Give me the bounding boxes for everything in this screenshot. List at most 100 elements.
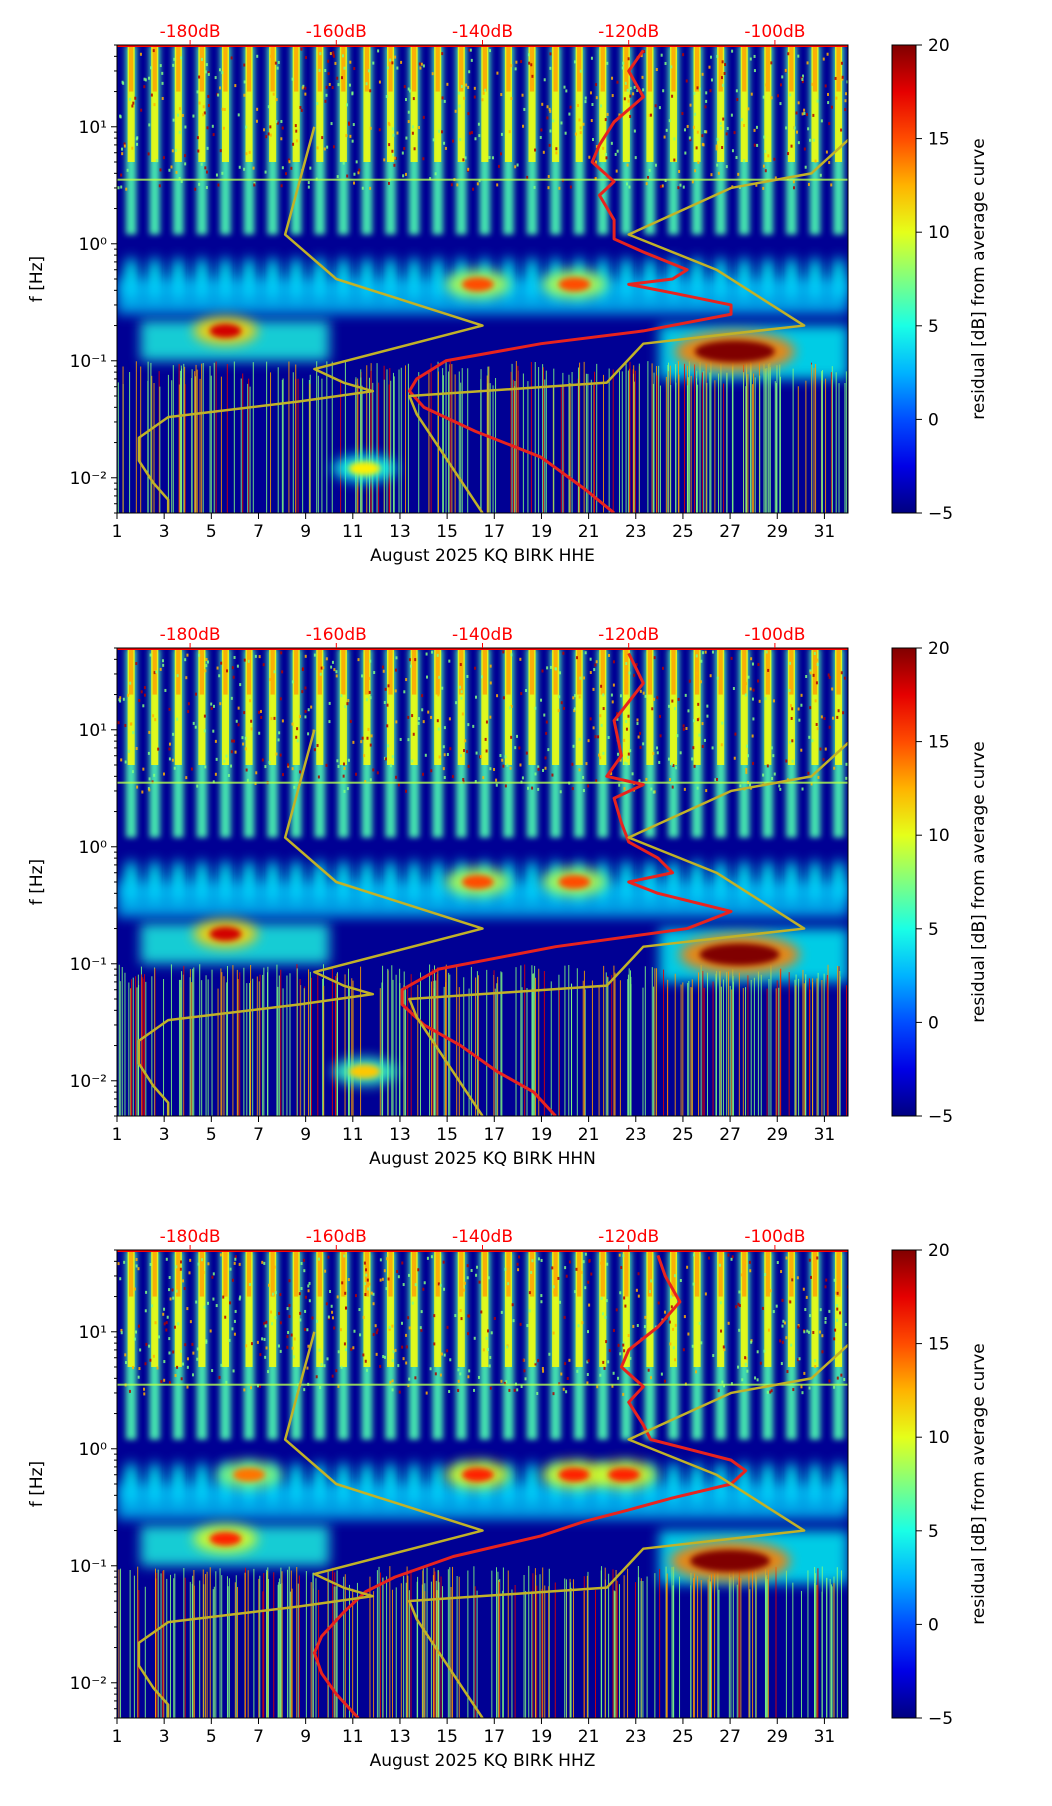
- top-db-label: -140dB: [452, 22, 513, 42]
- model-curve-2: [408, 1343, 848, 1718]
- x-tick-label: 5: [206, 1727, 217, 1747]
- x-tick-label: 27: [719, 522, 741, 542]
- colorbar-tick-label: 15: [928, 1335, 950, 1355]
- x-tick-label: 1: [112, 1125, 123, 1145]
- y-tick-label: 10⁰: [79, 838, 108, 858]
- x-tick-label: 7: [253, 1727, 264, 1747]
- y-axis-label: f [Hz]: [27, 859, 47, 905]
- top-db-label: -180dB: [160, 22, 221, 42]
- x-tick-label: 17: [483, 1125, 505, 1145]
- x-tick-label: 21: [578, 1727, 600, 1747]
- y-tick-label: 10⁻²: [70, 469, 107, 489]
- x-tick-label: 27: [719, 1727, 741, 1747]
- colorbar-label: residual [dB] from average curve: [969, 741, 989, 1022]
- y-axis-label: f [Hz]: [27, 256, 47, 302]
- model-curve-1: [137, 729, 484, 1116]
- colorbar-tick-label: 5: [928, 317, 939, 337]
- y-tick-label: 10⁻¹: [70, 955, 107, 975]
- top-db-label: -100dB: [744, 625, 805, 645]
- x-tick-label: 9: [300, 1727, 311, 1747]
- x-tick-label: 25: [672, 1125, 694, 1145]
- red-psd-curve: [400, 652, 733, 1116]
- colorbar-tick-label: 10: [928, 826, 950, 846]
- colorbar-tick-label: 0: [928, 410, 939, 430]
- y-tick-label: 10⁻¹: [70, 352, 107, 372]
- x-tick-label: 19: [531, 1727, 553, 1747]
- y-tick-label: 10⁰: [79, 235, 108, 255]
- top-db-label: -100dB: [744, 1227, 805, 1247]
- y-tick-label: 10⁻¹: [70, 1557, 107, 1577]
- colorbar-tick-label: 20: [928, 639, 950, 659]
- y-tick-label: 10¹: [79, 721, 107, 741]
- heatmap-field: [117, 648, 848, 1116]
- top-db-label: -160dB: [306, 22, 367, 42]
- colorbar: −5 0 5 10 15 20 residual [dB] from average cur…: [891, 639, 989, 1127]
- x-tick-label: 19: [531, 522, 553, 542]
- x-tick-label: 11: [342, 1125, 364, 1145]
- model-curve-1: [137, 1331, 484, 1718]
- colorbar-tick-label: 10: [928, 223, 950, 243]
- colorbar-tick-label: −5: [928, 504, 953, 524]
- x-tick-label: 23: [625, 1727, 647, 1747]
- top-db-label: -140dB: [452, 1227, 513, 1247]
- model-curve-2: [408, 741, 848, 1116]
- x-tick-label: 3: [159, 1125, 170, 1145]
- model-curve-2: [408, 138, 848, 513]
- y-tick-label: 10¹: [79, 118, 107, 138]
- x-tick-label: 17: [483, 522, 505, 542]
- heatmap-field: [117, 45, 848, 513]
- colorbar-label: residual [dB] from average curve: [969, 138, 989, 419]
- x-tick-label: 31: [814, 1125, 836, 1145]
- colorbar: −5 0 5 10 15 20 residual [dB] from average cur…: [891, 1241, 989, 1729]
- colorbar-tick-label: 0: [928, 1615, 939, 1635]
- x-tick-label: 15: [436, 1727, 458, 1747]
- top-db-label: -120dB: [598, 22, 659, 42]
- red-psd-curve: [407, 49, 733, 513]
- heatmap-field: [117, 1250, 848, 1718]
- y-tick-label: 10⁰: [79, 1440, 108, 1460]
- x-tick-label: 13: [389, 522, 411, 542]
- y-tick-label: 10¹: [79, 1323, 107, 1343]
- top-db-label: -160dB: [306, 625, 367, 645]
- colorbar-tick-label: 10: [928, 1428, 950, 1448]
- model-curve-1: [137, 126, 484, 513]
- colorbar-tick-label: 20: [928, 36, 950, 56]
- colorbar-label: residual [dB] from average curve: [969, 1343, 989, 1624]
- top-db-label: -180dB: [160, 1227, 221, 1247]
- y-tick-label: 10⁻²: [70, 1072, 107, 1092]
- colorbar-tick-label: −5: [928, 1107, 953, 1127]
- colorbar-tick-label: 0: [928, 1013, 939, 1033]
- x-tick-label: 29: [766, 1125, 788, 1145]
- x-tick-label: 15: [436, 522, 458, 542]
- x-tick-label: 23: [625, 522, 647, 542]
- x-tick-label: 29: [766, 1727, 788, 1747]
- top-db-label: -100dB: [744, 22, 805, 42]
- x-tick-label: 13: [389, 1125, 411, 1145]
- colorbar-tick-label: 15: [928, 733, 950, 753]
- x-tick-label: 9: [300, 522, 311, 542]
- x-tick-label: 27: [719, 1125, 741, 1145]
- x-tick-label: 21: [578, 522, 600, 542]
- y-tick-label: 10⁻²: [70, 1674, 107, 1694]
- top-db-label: -120dB: [598, 1227, 659, 1247]
- colorbar-gradient: [891, 44, 917, 514]
- x-tick-label: 11: [342, 1727, 364, 1747]
- top-db-label: -120dB: [598, 625, 659, 645]
- colorbar: −5 0 5 10 15 20 residual [dB] from average cur…: [891, 36, 989, 524]
- x-axis-label: August 2025 KQ BIRK HHN: [369, 1149, 596, 1169]
- x-tick-label: 11: [342, 522, 364, 542]
- x-tick-label: 3: [159, 522, 170, 542]
- x-tick-label: 23: [625, 1125, 647, 1145]
- x-tick-label: 15: [436, 1125, 458, 1145]
- x-tick-label: 13: [389, 1727, 411, 1747]
- colorbar-tick-label: 5: [928, 920, 939, 940]
- top-db-label: -160dB: [306, 1227, 367, 1247]
- colorbar-gradient: [891, 647, 917, 1117]
- x-axis-label: August 2025 KQ BIRK HHZ: [370, 1751, 596, 1771]
- colorbar-tick-label: 5: [928, 1522, 939, 1542]
- colorbar-tick-label: 20: [928, 1241, 950, 1261]
- top-db-label: -180dB: [160, 625, 221, 645]
- x-tick-label: 19: [531, 1125, 553, 1145]
